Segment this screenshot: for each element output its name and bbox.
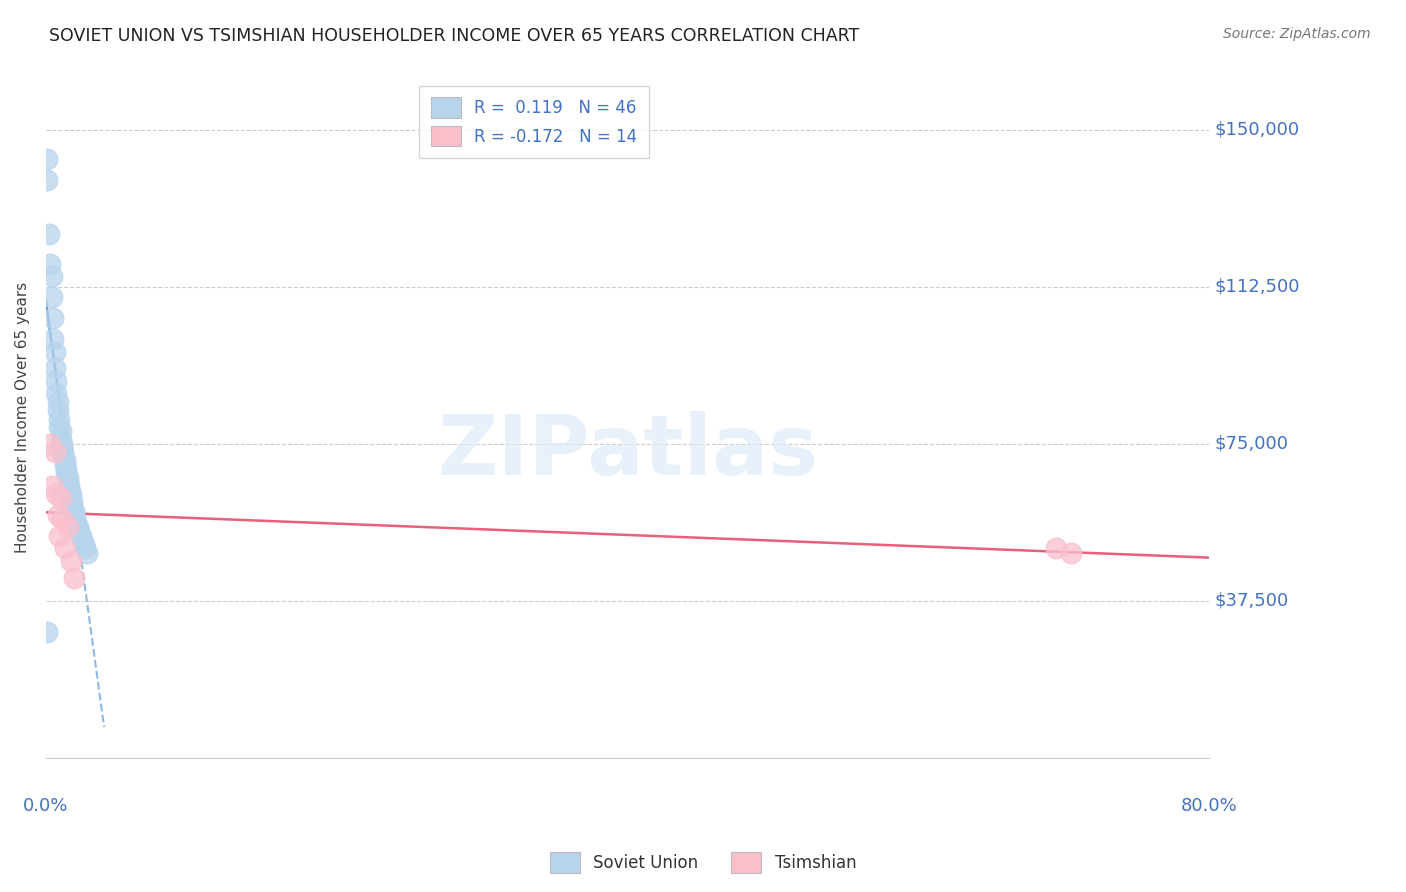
Point <box>59 554 82 568</box>
Text: $37,500: $37,500 <box>1215 591 1289 610</box>
Point <box>58 478 80 492</box>
Y-axis label: Householder Income Over 65 years: Householder Income Over 65 years <box>15 282 30 553</box>
Point <box>62 571 84 585</box>
Point <box>75 541 97 556</box>
Point <box>41 478 63 492</box>
Point <box>49 491 72 505</box>
Point <box>63 512 86 526</box>
Point <box>45 386 67 401</box>
Point <box>53 541 76 556</box>
Point <box>44 445 66 459</box>
Point <box>65 516 87 531</box>
Point <box>62 504 84 518</box>
Point <box>73 537 96 551</box>
Point <box>55 462 77 476</box>
Point <box>53 458 76 472</box>
Text: Source: ZipAtlas.com: Source: ZipAtlas.com <box>1223 27 1371 41</box>
Point <box>48 411 70 425</box>
Point <box>67 524 90 539</box>
Text: ZIPatlas: ZIPatlas <box>437 411 818 492</box>
Point <box>48 529 70 543</box>
Point <box>56 470 79 484</box>
Point <box>51 512 73 526</box>
Point <box>37 173 59 187</box>
Point <box>51 436 73 450</box>
Point <box>45 374 67 388</box>
Point <box>39 257 62 271</box>
Point <box>37 152 59 166</box>
Point <box>44 361 66 376</box>
Point <box>41 269 63 284</box>
Point <box>66 520 89 534</box>
Point <box>42 311 65 326</box>
Point <box>1059 545 1081 559</box>
Point <box>44 344 66 359</box>
Text: 0.0%: 0.0% <box>24 797 69 814</box>
Text: $150,000: $150,000 <box>1215 120 1299 139</box>
Point <box>59 491 82 505</box>
Text: $112,500: $112,500 <box>1215 277 1301 296</box>
Point <box>62 508 84 522</box>
Point <box>52 445 75 459</box>
Point <box>56 520 79 534</box>
Point <box>58 483 80 497</box>
Point <box>48 420 70 434</box>
Point <box>41 290 63 304</box>
Point <box>42 332 65 346</box>
Point <box>1045 541 1067 556</box>
Point <box>45 487 67 501</box>
Point <box>60 500 83 514</box>
Point <box>52 450 75 464</box>
Point <box>60 495 83 509</box>
Text: $75,000: $75,000 <box>1215 434 1288 453</box>
Point <box>70 529 93 543</box>
Point <box>46 508 69 522</box>
Point <box>76 545 98 559</box>
Point <box>49 424 72 438</box>
Point <box>38 227 60 242</box>
Point <box>72 533 94 547</box>
Legend: R =  0.119   N = 46, R = -0.172   N = 14: R = 0.119 N = 46, R = -0.172 N = 14 <box>419 86 650 158</box>
Text: 80.0%: 80.0% <box>1180 797 1237 814</box>
Point <box>39 436 62 450</box>
Text: SOVIET UNION VS TSIMSHIAN HOUSEHOLDER INCOME OVER 65 YEARS CORRELATION CHART: SOVIET UNION VS TSIMSHIAN HOUSEHOLDER IN… <box>49 27 859 45</box>
Point <box>46 395 69 409</box>
Point <box>46 403 69 417</box>
Point <box>51 441 73 455</box>
Legend: Soviet Union, Tsimshian: Soviet Union, Tsimshian <box>543 846 863 880</box>
Point <box>56 475 79 489</box>
Point <box>55 466 77 480</box>
Point <box>49 433 72 447</box>
Point <box>59 487 82 501</box>
Point <box>37 625 59 640</box>
Point <box>53 453 76 467</box>
